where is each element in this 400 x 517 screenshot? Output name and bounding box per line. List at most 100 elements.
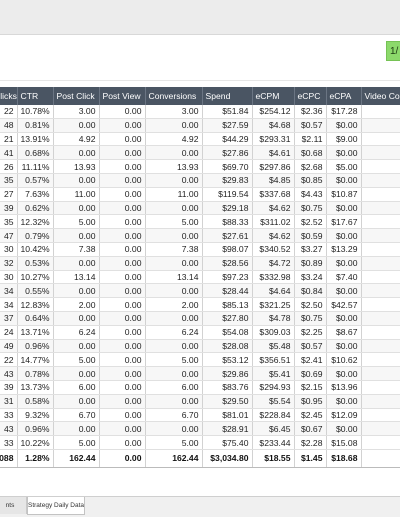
table-row[interactable]: 35 0.57% 0.00 0.00 0.00 $29.83 $4.85 $0.85 $0.00 [0, 173, 400, 188]
cell-conversions: 0.00 [145, 283, 203, 299]
cell-spend: $119.54 [202, 187, 253, 202]
table-row[interactable]: 48 0.81% 0.00 0.00 0.00 $27.59 $4.68 $0.57 $0.00 [0, 118, 400, 133]
cell-ctr: 0.64% [17, 311, 54, 326]
cell-clicks: 30 [0, 270, 18, 285]
cell-ctr: 10.22% [17, 435, 54, 450]
cell-post-click: 2.00 [53, 297, 100, 312]
cell-post-view: 0.00 [99, 242, 146, 257]
cell-ecpm: $294.93 [252, 380, 295, 395]
column-header-post-click[interactable]: Post Click [53, 87, 100, 105]
cell-spend: $29.18 [202, 201, 253, 216]
cell-conversions: 7.38 [145, 242, 203, 257]
cell-post-view: 0.00 [99, 105, 146, 119]
table-row[interactable]: 33 9.32% 6.70 0.00 6.70 $81.01 $228.84 $2.45 $12… [0, 408, 400, 423]
column-header-clicks[interactable]: Clicks [0, 87, 18, 105]
cell-ecpc: $0.59 [294, 228, 327, 243]
table-row[interactable]: 43 0.78% 0.00 0.00 0.00 $29.86 $5.41 $0.69 $0.00 [0, 366, 400, 381]
cell-ecpm: $4.62 [252, 228, 295, 243]
cell-spend: $28.56 [202, 256, 253, 271]
table-row[interactable]: 26 11.11% 13.93 0.00 13.93 $69.70 $297.86 $2.68… [0, 159, 400, 174]
table-row[interactable]: 24 13.71% 6.24 0.00 6.24 $54.08 $309.03 $2.25 $8… [0, 325, 400, 340]
cell-clicks: 22 [0, 352, 18, 368]
table-row[interactable]: 31 0.58% 0.00 0.00 0.00 $29.50 $5.54 $0.95 $0.00 [0, 394, 400, 409]
tab-partial[interactable]: nts [0, 497, 27, 514]
cell-ecpc: $4.43 [294, 187, 327, 202]
cell-clicks: 32 [0, 256, 18, 271]
cell-conversions: 0.00 [145, 421, 203, 437]
table-row[interactable]: 34 12.83% 2.00 0.00 2.00 $85.13 $321.25 $2.50 $4… [0, 297, 400, 312]
total-post-view: 0.00 [99, 448, 146, 468]
table-row[interactable]: 21 13.91% 4.92 0.00 4.92 $44.29 $293.31 $2.11 $9… [0, 132, 400, 147]
cell-ecpa: $0.00 [326, 366, 362, 381]
tab-strategy-daily-data[interactable]: Strategy Daily Data [27, 497, 85, 515]
cell-ecpc: $2.68 [294, 159, 327, 174]
table-row[interactable]: 32 0.53% 0.00 0.00 0.00 $28.56 $4.72 $0.89 $0.00 [0, 256, 400, 271]
cell-conversions: 2.00 [145, 297, 203, 312]
table-row[interactable]: 33 10.22% 5.00 0.00 5.00 $75.40 $233.44 $2.28 $1… [0, 435, 400, 450]
cell-post-view: 0.00 [99, 132, 146, 147]
column-header-post-view[interactable]: Post View [99, 87, 146, 105]
cell-post-view: 0.00 [99, 187, 146, 202]
totals-row: 088 1.28% 162.44 0.00 162.44 $3,034.80 $18.55 $… [0, 448, 400, 468]
table-row[interactable]: 35 12.32% 5.00 0.00 5.00 $88.33 $311.02 $2.52 $1… [0, 214, 400, 230]
cell-video-co [361, 159, 400, 174]
table-row[interactable]: 39 0.62% 0.00 0.00 0.00 $29.18 $4.62 $0.75 $0.00 [0, 201, 400, 216]
table-row[interactable]: 41 0.68% 0.00 0.00 0.00 $27.86 $4.61 $0.68 $0.00 [0, 145, 400, 161]
cell-ctr: 0.53% [17, 256, 54, 271]
cell-conversions: 0.00 [145, 173, 203, 188]
table-row[interactable]: 27 7.63% 11.00 0.00 11.00 $119.54 $337.68 $4.43… [0, 187, 400, 202]
cell-ecpm: $332.98 [252, 270, 295, 285]
table-row[interactable]: 43 0.96% 0.00 0.00 0.00 $28.91 $6.45 $0.67 $0.00 [0, 421, 400, 437]
table-row[interactable]: 47 0.79% 0.00 0.00 0.00 $27.61 $4.62 $0.59 $0.00 [0, 228, 400, 243]
column-header-ecpm[interactable]: eCPM [252, 87, 295, 105]
column-header-ctr[interactable]: CTR [17, 87, 54, 105]
cell-spend: $88.33 [202, 214, 253, 230]
cell-spend: $29.83 [202, 173, 253, 188]
cell-conversions: 13.14 [145, 270, 203, 285]
column-header-video-co[interactable]: Video Co [361, 87, 400, 105]
page-indicator-badge[interactable]: 1/ [386, 41, 400, 61]
table-row[interactable]: 22 14.77% 5.00 0.00 5.00 $53.12 $356.51 $2.41 $1… [0, 352, 400, 368]
cell-post-view: 0.00 [99, 325, 146, 340]
column-header-conversions[interactable]: Conversions [145, 87, 203, 105]
cell-ecpa: $10.87 [326, 187, 362, 202]
table-row[interactable]: 34 0.55% 0.00 0.00 0.00 $28.44 $4.64 $0.84 $0.00 [0, 283, 400, 299]
total-ctr: 1.28% [17, 448, 54, 468]
cell-post-click: 4.92 [53, 132, 100, 147]
cell-ecpc: $2.15 [294, 380, 327, 395]
cell-ecpa: $17.67 [326, 214, 362, 230]
cell-post-click: 0.00 [53, 394, 100, 409]
table-row[interactable]: 30 10.27% 13.14 0.00 13.14 $97.23 $332.98 $3.24… [0, 270, 400, 285]
cell-post-click: 6.24 [53, 325, 100, 340]
column-header-ecpc[interactable]: eCPC [294, 87, 327, 105]
cell-ctr: 0.55% [17, 283, 54, 299]
cell-conversions: 5.00 [145, 214, 203, 230]
sheet-tab-bar: nts Strategy Daily Data [0, 496, 400, 517]
cell-ecpc: $3.24 [294, 270, 327, 285]
cell-ecpa: $0.00 [326, 283, 362, 299]
cell-ecpc: $0.95 [294, 394, 327, 409]
cell-spend: $51.84 [202, 105, 253, 119]
column-header-spend[interactable]: Spend [202, 87, 253, 105]
cell-conversions: 6.70 [145, 408, 203, 423]
cell-video-co [361, 394, 400, 409]
cell-spend: $85.13 [202, 297, 253, 312]
cell-ecpm: $4.68 [252, 118, 295, 133]
table-row[interactable]: 22 10.78% 3.00 0.00 3.00 $51.84 $254.12 $2.36 $1… [0, 105, 400, 119]
cell-clicks: 48 [0, 118, 18, 133]
table-row[interactable]: 39 13.73% 6.00 0.00 6.00 $83.76 $294.93 $2.15 $1… [0, 380, 400, 395]
cell-post-click: 0.00 [53, 366, 100, 381]
table-row[interactable]: 49 0.96% 0.00 0.00 0.00 $28.08 $5.48 $0.57 $0.00 [0, 339, 400, 354]
column-header-ecpa[interactable]: eCPA [326, 87, 362, 105]
cell-ecpa: $5.00 [326, 159, 362, 174]
cell-post-click: 0.00 [53, 311, 100, 326]
cell-video-co [361, 145, 400, 161]
cell-ecpc: $2.50 [294, 297, 327, 312]
cell-ecpc: $2.45 [294, 408, 327, 423]
table-row[interactable]: 30 10.42% 7.38 0.00 7.38 $98.07 $340.52 $3.27 $1… [0, 242, 400, 257]
table-row[interactable]: 37 0.64% 0.00 0.00 0.00 $27.80 $4.78 $0.75 $0.00 [0, 311, 400, 326]
cell-ctr: 0.79% [17, 228, 54, 243]
cell-ecpa: $0.00 [326, 118, 362, 133]
cell-post-click: 6.00 [53, 380, 100, 395]
